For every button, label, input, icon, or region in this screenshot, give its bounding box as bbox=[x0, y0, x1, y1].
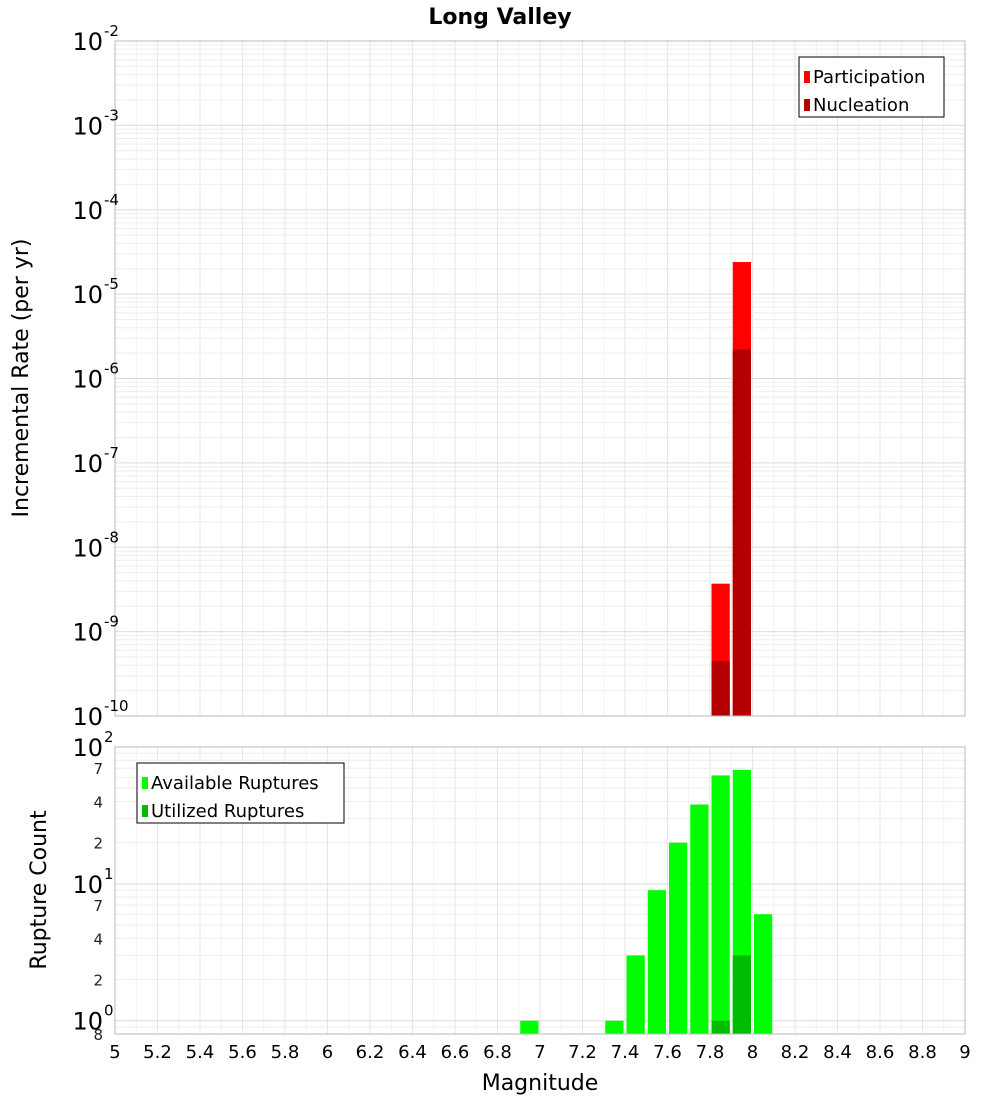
rate-legend-swatch bbox=[804, 99, 810, 111]
count-bar-primary bbox=[647, 890, 666, 1034]
rate-legend-box bbox=[798, 56, 945, 118]
chart-title: Long Valley bbox=[428, 5, 571, 30]
x-tick-label: 8 bbox=[747, 1042, 758, 1063]
rate-y-tick-exponent: -8 bbox=[104, 528, 119, 546]
rate-y-tick-exponent: -7 bbox=[104, 444, 119, 462]
rate-y-tick-exponent: -4 bbox=[104, 191, 119, 209]
rate-y-tick-label: 10 bbox=[72, 112, 103, 140]
x-tick-label: 6.8 bbox=[483, 1042, 512, 1063]
rate-bar-secondary bbox=[732, 349, 751, 716]
count-y-tick-exponent: 0 bbox=[104, 1002, 114, 1020]
rate-y-tick-label: 10 bbox=[72, 197, 103, 225]
x-tick-label: 6.6 bbox=[441, 1042, 470, 1063]
rate-y-axis-label: Incremental Rate (per yr) bbox=[9, 239, 34, 518]
count-legend-box bbox=[136, 762, 345, 824]
rate-legend-label: Participation bbox=[813, 67, 925, 88]
rate-y-tick-exponent: -5 bbox=[104, 275, 119, 293]
x-tick-label: 7 bbox=[534, 1042, 545, 1063]
count-legend-label: Utilized Ruptures bbox=[151, 801, 304, 822]
x-tick-label: 9 bbox=[959, 1042, 970, 1063]
count-y-minor-tick-label: 2 bbox=[93, 972, 103, 990]
x-tick-label: 8.4 bbox=[823, 1042, 852, 1063]
x-tick-label: 8.2 bbox=[781, 1042, 810, 1063]
rate-y-tick-label: 10 bbox=[72, 450, 103, 478]
rate-y-tick-exponent: -2 bbox=[104, 22, 119, 40]
x-tick-label: 6.4 bbox=[398, 1042, 427, 1063]
count-bar-primary bbox=[690, 804, 709, 1034]
count-bar-primary bbox=[605, 1020, 624, 1034]
x-tick-label: 5.4 bbox=[186, 1042, 215, 1063]
count-y-minor-tick-label: 8 bbox=[93, 1026, 103, 1044]
count-y-tick-label: 10 bbox=[72, 1008, 103, 1036]
x-tick-label: 5.8 bbox=[271, 1042, 300, 1063]
x-tick-label: 6.2 bbox=[356, 1042, 385, 1063]
x-tick-label: 8.8 bbox=[908, 1042, 937, 1063]
x-tick-label: 7.2 bbox=[568, 1042, 597, 1063]
count-y-minor-tick-label: 4 bbox=[93, 930, 103, 948]
x-axis-label: Magnitude bbox=[482, 1071, 599, 1096]
x-tick-label: 5.2 bbox=[143, 1042, 172, 1063]
count-legend-swatch bbox=[142, 805, 148, 817]
count-bar-primary bbox=[626, 955, 645, 1034]
rate-legend-label: Nucleation bbox=[813, 95, 909, 116]
rate-y-tick-label: 10 bbox=[72, 703, 103, 731]
count-y-tick-exponent: 2 bbox=[104, 728, 114, 746]
rate-y-tick-label: 10 bbox=[72, 281, 103, 309]
x-tick-label: 5.6 bbox=[228, 1042, 257, 1063]
x-tick-label: 7.6 bbox=[653, 1042, 682, 1063]
count-y-minor-tick-label: 2 bbox=[93, 835, 103, 853]
x-tick-label: 6 bbox=[322, 1042, 333, 1063]
x-tick-label: 7.4 bbox=[611, 1042, 640, 1063]
rate-y-tick-exponent: -6 bbox=[104, 360, 119, 378]
rate-y-tick-exponent: -10 bbox=[104, 697, 129, 715]
count-y-tick-exponent: 1 bbox=[104, 865, 114, 883]
count-y-minor-tick-label: 7 bbox=[93, 760, 103, 778]
rate-y-tick-exponent: -9 bbox=[104, 613, 119, 631]
rate-y-tick-label: 10 bbox=[72, 619, 103, 647]
x-tick-label: 5 bbox=[109, 1042, 120, 1063]
count-y-axis-label: Rupture Count bbox=[27, 810, 52, 970]
count-y-tick-label: 10 bbox=[72, 734, 103, 762]
rate-bar-secondary bbox=[711, 660, 730, 716]
count-bar-primary bbox=[754, 914, 773, 1034]
count-bar-secondary bbox=[711, 1020, 730, 1034]
count-legend-swatch bbox=[142, 777, 148, 789]
count-y-minor-tick-label: 7 bbox=[93, 897, 103, 915]
count-bar-primary bbox=[711, 775, 730, 1034]
count-bar-secondary bbox=[732, 955, 751, 1034]
rate-y-tick-label: 10 bbox=[72, 28, 103, 56]
count-bar-primary bbox=[669, 842, 688, 1034]
rate-y-tick-label: 10 bbox=[72, 366, 103, 394]
x-tick-label: 7.8 bbox=[696, 1042, 725, 1063]
count-y-minor-tick-label: 4 bbox=[93, 793, 103, 811]
count-legend-label: Available Ruptures bbox=[151, 773, 319, 794]
count-plot-border bbox=[114, 746, 966, 1035]
count-bar-primary bbox=[520, 1020, 539, 1034]
count-y-tick-label: 10 bbox=[72, 871, 103, 899]
rate-y-tick-exponent: -3 bbox=[104, 106, 119, 124]
x-tick-label: 8.6 bbox=[866, 1042, 895, 1063]
rate-y-tick-label: 10 bbox=[72, 534, 103, 562]
rate-plot-border bbox=[114, 40, 966, 717]
rate-legend-swatch bbox=[804, 71, 810, 83]
